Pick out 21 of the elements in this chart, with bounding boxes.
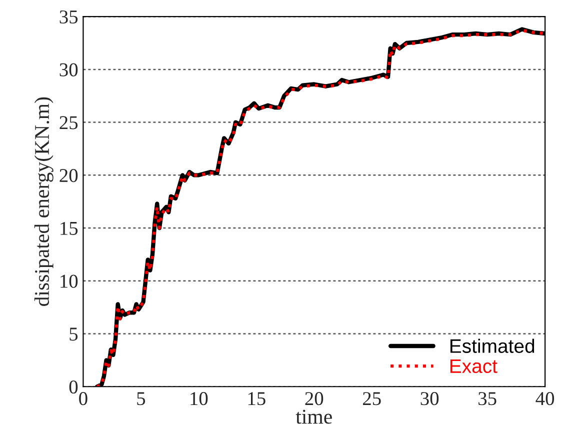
x-tick-label: 30 bbox=[420, 392, 439, 406]
x-tick-label: 0 bbox=[79, 392, 88, 406]
y-tick-label: 25 bbox=[60, 116, 78, 130]
y-tick-label: 35 bbox=[60, 10, 78, 24]
x-tick-label: 20 bbox=[305, 392, 324, 406]
y-tick-label: 20 bbox=[60, 168, 78, 182]
y-tick-label: 0 bbox=[69, 380, 78, 394]
y-tick-label: 10 bbox=[60, 274, 78, 288]
x-tick-label: 5 bbox=[137, 392, 146, 406]
legend-label: Exact bbox=[450, 359, 498, 374]
y-tick-label: 5 bbox=[70, 328, 78, 341]
x-tick-label: 40 bbox=[536, 392, 554, 406]
y-tick-label: 30 bbox=[60, 63, 78, 76]
legend-label: Estimated bbox=[450, 338, 534, 353]
y-tick-label: 15 bbox=[60, 222, 78, 235]
x-tick-label: 35 bbox=[478, 392, 496, 406]
y-axis-title: dissipated energy(KN.m) bbox=[34, 97, 54, 306]
x-tick-label: 15 bbox=[248, 392, 266, 406]
x-tick-label: 25 bbox=[362, 392, 381, 406]
x-tick-label: 10 bbox=[190, 392, 208, 406]
x-axis-title: time bbox=[296, 410, 332, 424]
